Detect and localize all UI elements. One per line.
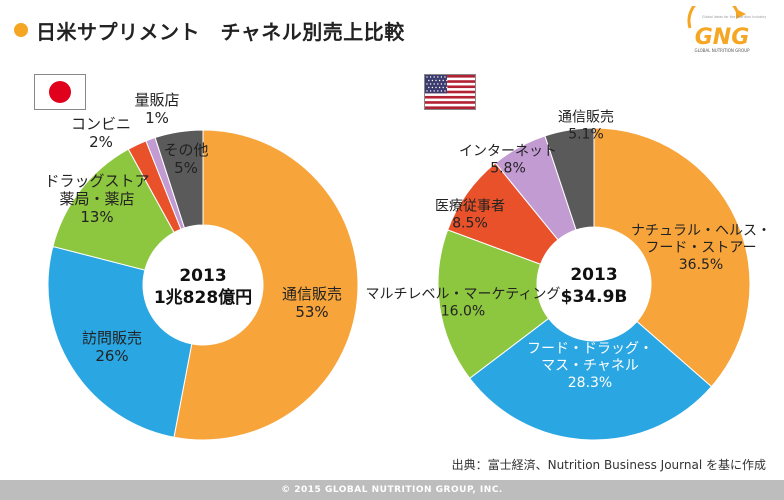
- usa-slice-1: [469, 317, 713, 441]
- japan-slice-label-4: 量販店 1%: [134, 91, 179, 127]
- japan-slice-0: [173, 129, 359, 441]
- japan-donut-chart: 通信販売 53% 訪問販売 26% ドラッグストア薬局・薬店 13% コンビニ 2%量販店 1%…: [44, 91, 359, 441]
- usa-slice-0: [593, 127, 751, 388]
- usa-slice-label-1: フード・ドラッグ・マス・チャネル 28.3%: [527, 341, 653, 391]
- title-bullet: [14, 23, 28, 37]
- header: 日米サプリメント チャネル別売上比較: [14, 8, 405, 52]
- japan-flag-sun: [49, 81, 71, 103]
- usa-slice-2: [437, 229, 550, 379]
- copyright-footer: © 2015 GLOBAL NUTRITION GROUP, INC.: [0, 480, 784, 500]
- japan-slice-5: [154, 129, 204, 229]
- japan-slice-label-3: コンビニ 2%: [71, 115, 131, 151]
- usa-slice-label-3: 医療従事者 8.5%: [435, 198, 505, 232]
- usa-slice-5: [544, 127, 595, 231]
- logo-arc: [687, 6, 740, 29]
- japan-center-label: 2013 1兆828億円: [154, 266, 252, 308]
- usa-slice-label-0: ナチュラル・ヘルス・フード・ストアー 36.5%: [631, 223, 771, 273]
- usa-center-label: 2013 $34.9B: [561, 265, 628, 307]
- japan-slice-2: [52, 148, 175, 271]
- japan-slice-label-2: ドラッグストア薬局・薬店 13%: [44, 172, 149, 226]
- japan-flag-icon: [34, 74, 86, 110]
- usa-slice-label-4: インターネット 5.8%: [459, 144, 557, 177]
- logo-subtitle: GLOBAL NUTRITION GROUP: [694, 48, 750, 53]
- usa-slice-label-5: 通信販売 5.1%: [558, 110, 614, 143]
- japan-slice-label-5: その他 5%: [163, 141, 208, 177]
- source-note: 出典：富士経済、Nutrition Business Journal を基に作成: [451, 458, 766, 472]
- logo-tagline: Global ideas for the Nutrition Industry: [702, 15, 766, 19]
- usa-flag-icon: [424, 74, 476, 110]
- gng-logo: Global ideas for the Nutrition Industry …: [687, 6, 766, 53]
- japan-slice-label-1: 訪問販売 26%: [82, 329, 142, 365]
- usa-donut-chart: ナチュラル・ヘルス・フード・ストアー 36.5% フード・ドラッグ・マス・チャネル 2…: [366, 110, 771, 441]
- japan-slice-1: [47, 245, 193, 438]
- japan-slice-label-0: 通信販売 53%: [282, 285, 342, 321]
- page-title: 日米サプリメント チャネル別売上比較: [36, 19, 405, 44]
- logo-text: GNG: [695, 25, 750, 50]
- usa-slice-label-2: マルチレベル・マーケティング 16.0%: [366, 287, 561, 320]
- logo-arrow-icon: [736, 9, 746, 19]
- usa-flag-graphic: [425, 75, 475, 109]
